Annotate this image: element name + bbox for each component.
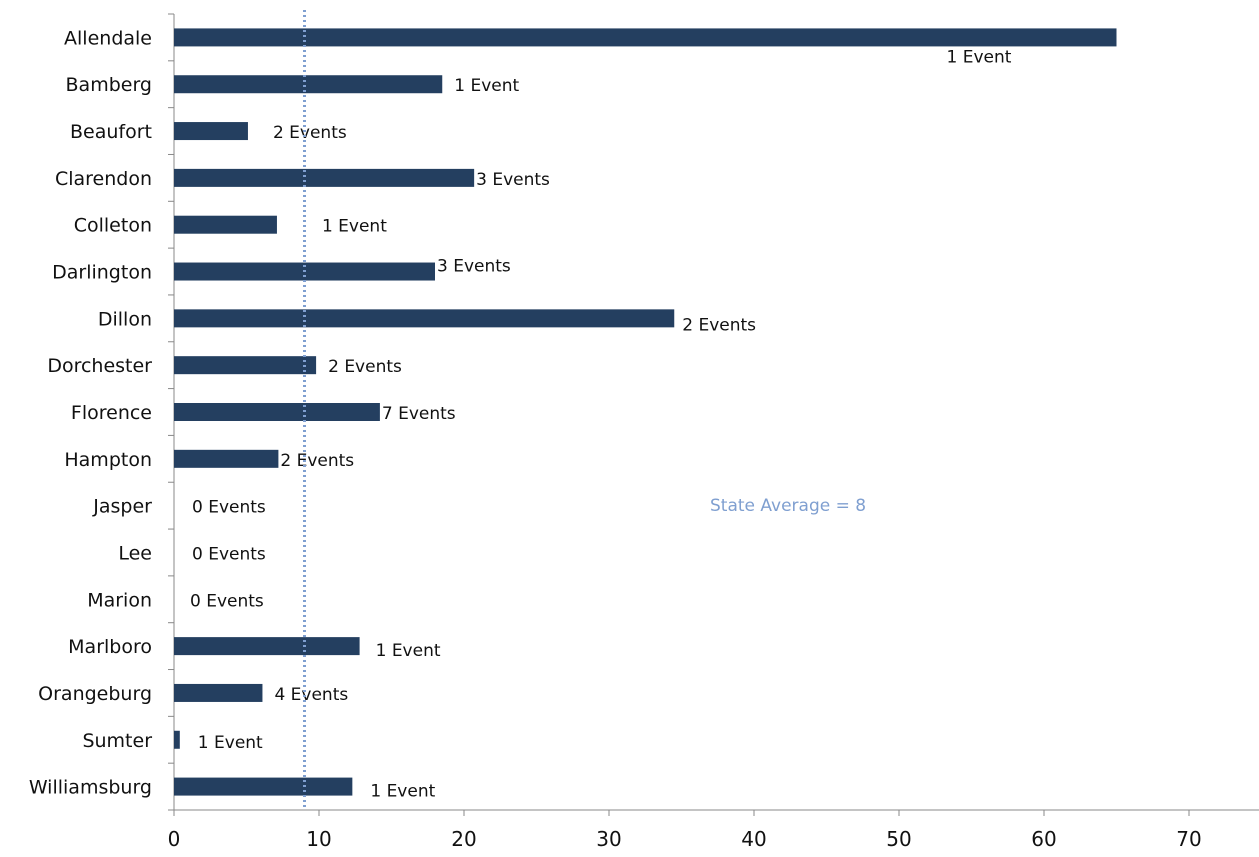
category-label: Marion — [87, 589, 152, 611]
category-label: Allendale — [64, 27, 152, 49]
data-label: 3 Events — [437, 257, 511, 277]
bar — [174, 168, 475, 187]
category-label: Dorchester — [47, 355, 152, 377]
bar — [174, 122, 248, 141]
x-tick-label: 60 — [1031, 827, 1056, 851]
category-label: Jasper — [92, 496, 152, 518]
category-label: Florence — [71, 402, 152, 424]
category-label: Clarendon — [55, 168, 152, 190]
bar — [174, 683, 263, 702]
bar — [174, 75, 443, 94]
bar — [174, 449, 279, 468]
category-label: Colleton — [74, 215, 152, 237]
x-tick-label: 70 — [1176, 827, 1201, 851]
data-label: 0 Events — [192, 498, 266, 518]
category-label: Beaufort — [70, 121, 152, 143]
category-label: Bamberg — [66, 74, 152, 96]
x-tick-label: 0 — [168, 827, 181, 851]
x-tick-label: 40 — [741, 827, 766, 851]
bar — [174, 309, 675, 328]
category-label: Dillon — [98, 308, 152, 330]
category-label: Sumter — [82, 730, 152, 752]
data-label: 2 Events — [273, 123, 347, 143]
x-tick-label: 10 — [306, 827, 331, 851]
category-label: Hampton — [64, 449, 152, 471]
x-tick-label: 20 — [451, 827, 476, 851]
bar — [174, 637, 360, 656]
bar — [174, 730, 180, 749]
category-label: Orangeburg — [38, 683, 152, 705]
data-label: 0 Events — [190, 591, 264, 611]
bar — [174, 215, 277, 234]
data-label: 1 Event — [370, 782, 435, 802]
bar — [174, 356, 317, 375]
x-tick-label: 30 — [596, 827, 621, 851]
data-label: 1 Event — [376, 641, 441, 661]
bar — [174, 403, 380, 421]
data-label: 1 Event — [454, 76, 519, 96]
category-label: Lee — [118, 542, 152, 564]
x-tick-label: 50 — [886, 827, 911, 851]
data-label: 4 Events — [274, 685, 348, 705]
data-label: 3 Events — [476, 170, 550, 190]
category-label: Darlington — [52, 262, 152, 284]
data-label: 2 Events — [280, 451, 354, 471]
data-label: 2 Events — [328, 357, 402, 377]
bar — [174, 777, 353, 796]
data-label: 1 Event — [198, 733, 263, 753]
category-label: Williamsburg — [29, 777, 152, 799]
data-label: 0 Events — [192, 544, 266, 564]
data-label: 1 Event — [947, 47, 1012, 67]
category-label: Marlboro — [68, 636, 152, 658]
state-average-label: State Average = 8 — [710, 496, 866, 516]
bar — [174, 28, 1117, 47]
data-label: 2 Events — [682, 315, 756, 335]
data-label: 7 Events — [382, 404, 456, 424]
data-label: 1 Event — [322, 217, 387, 237]
